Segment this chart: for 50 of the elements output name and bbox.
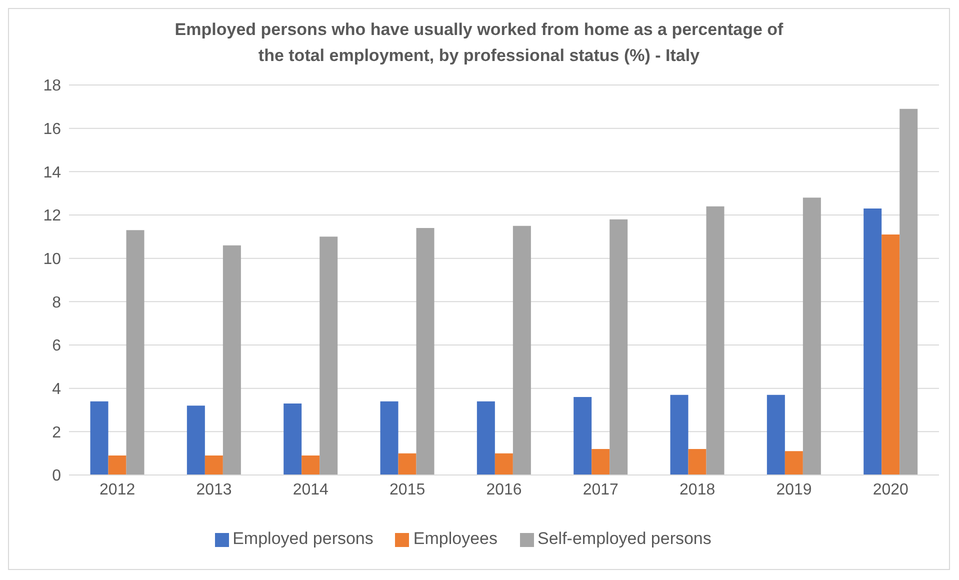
y-tick-label: 4	[52, 381, 62, 398]
bar	[398, 453, 416, 475]
bar	[802, 198, 821, 475]
y-tick-label: 18	[43, 78, 62, 95]
bar	[688, 449, 706, 475]
x-tick-label: 2020	[872, 481, 909, 498]
x-tick-label: 2015	[390, 481, 426, 498]
x-tick-label: 2016	[486, 481, 522, 498]
bar	[610, 219, 628, 475]
bar	[186, 406, 205, 475]
bar	[90, 401, 108, 475]
bar	[900, 108, 918, 475]
y-tick-label: 14	[43, 164, 62, 182]
legend-label: Employed persons	[232, 529, 374, 548]
y-tick-label: 16	[43, 121, 62, 138]
bar	[512, 226, 531, 475]
bar	[416, 228, 434, 475]
x-tick-label: 2019	[776, 481, 812, 498]
bar	[126, 230, 144, 475]
bar	[380, 401, 398, 475]
bar	[882, 234, 900, 475]
x-tick-label: 2013	[196, 481, 232, 498]
bar	[670, 394, 688, 475]
y-tick-label: 12	[43, 208, 62, 225]
y-tick-label: 8	[52, 294, 62, 312]
y-tick-label: 2	[52, 424, 62, 442]
bar	[784, 451, 803, 475]
legend-label: Self-employed persons	[538, 529, 712, 548]
x-tick-label: 2018	[680, 481, 716, 498]
bar	[204, 456, 223, 475]
bar	[476, 401, 495, 475]
bar	[222, 245, 241, 475]
y-tick-label: 10	[43, 251, 62, 268]
y-tick-label: 6	[52, 338, 62, 355]
bar	[302, 456, 320, 475]
x-tick-label: 2012	[100, 481, 136, 498]
bar	[494, 453, 513, 475]
bar	[108, 456, 126, 475]
chart-title: Employed persons who have usually worked from home as a percentage of the total employment, by professional status (%) - Italy	[174, 19, 784, 67]
bar	[864, 208, 882, 475]
x-tick-label: 2017	[582, 481, 619, 498]
bar	[574, 397, 592, 475]
x-tick-label: 2014	[292, 481, 329, 498]
legend-label: Employees	[413, 529, 498, 548]
bar	[320, 236, 338, 475]
bar	[592, 449, 610, 475]
bar	[706, 206, 724, 475]
y-tick-label: 0	[52, 468, 62, 485]
bar	[284, 404, 302, 475]
bar	[766, 394, 785, 475]
